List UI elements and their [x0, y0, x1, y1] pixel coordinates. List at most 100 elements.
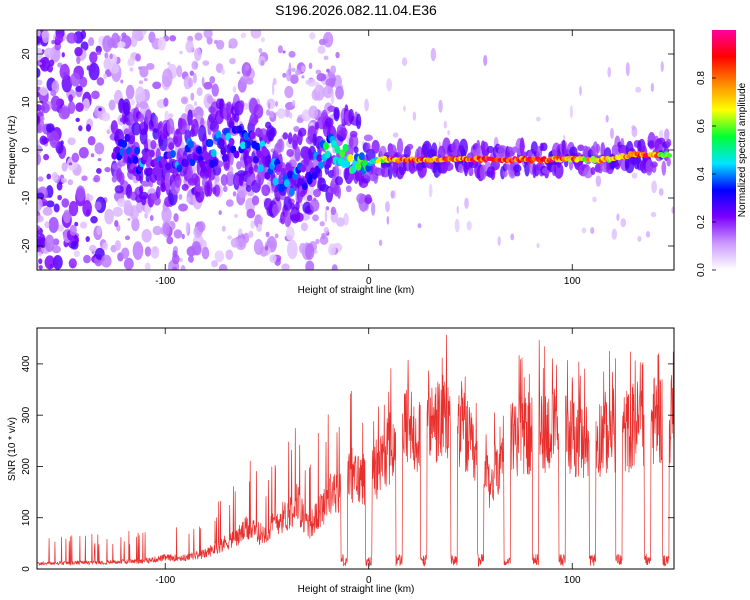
- ridge-halo: [513, 164, 522, 173]
- ridge-halo: [181, 183, 189, 191]
- noise-blob: [37, 144, 43, 154]
- noise-blob: [78, 125, 83, 132]
- noise-blob: [225, 199, 234, 207]
- noise-blob: [291, 99, 296, 107]
- ridge-halo: [150, 140, 157, 150]
- noise-blob: [37, 115, 41, 125]
- noise-blob: [172, 266, 178, 270]
- noise-blob: [378, 239, 383, 246]
- noise-blob: [86, 192, 90, 199]
- noise-blob: [57, 224, 65, 232]
- snr-y-ticks: 0 100 200 300 400: [21, 355, 674, 572]
- ridge-halo: [131, 122, 142, 136]
- noise-blob: [194, 32, 203, 41]
- noise-blob: [385, 201, 390, 213]
- noise-blob: [178, 203, 189, 212]
- noise-blob: [178, 193, 183, 200]
- noise-blob: [141, 228, 152, 243]
- noise-blob: [101, 112, 111, 122]
- noise-blob: [37, 36, 41, 45]
- ridge-halo: [666, 138, 672, 147]
- noise-blob: [211, 260, 218, 268]
- y-tick-label: -10: [21, 190, 32, 205]
- noise-blob: [569, 105, 573, 119]
- ridge-halo: [213, 184, 221, 197]
- ridge-halo: [245, 184, 252, 192]
- colorbar-tick-label: 0.8: [696, 71, 707, 85]
- noise-blob: [127, 218, 131, 221]
- noise-blob: [206, 95, 213, 104]
- noise-blob: [68, 94, 74, 103]
- noise-blob: [152, 225, 163, 236]
- noise-blob: [282, 72, 287, 78]
- noise-blob: [49, 130, 60, 149]
- noise-blob: [75, 117, 80, 122]
- noise-blob: [631, 126, 638, 138]
- ridge-halo: [209, 121, 219, 133]
- noise-blob: [169, 35, 177, 42]
- noise-blob: [87, 136, 96, 146]
- ridge-core: [288, 187, 295, 196]
- noise-blob: [44, 155, 48, 161]
- noise-blob: [592, 196, 597, 203]
- noise-blob: [285, 226, 295, 241]
- ridge-halo: [122, 98, 131, 116]
- noise-blob: [318, 38, 327, 46]
- ridge-core: [243, 132, 250, 141]
- ridge-core: [279, 184, 286, 193]
- noise-blob: [447, 130, 450, 136]
- ridge-halo: [283, 196, 292, 212]
- noise-blob: [74, 46, 83, 57]
- noise-blob: [90, 215, 98, 224]
- noise-blob: [91, 90, 100, 100]
- noise-blob: [74, 221, 79, 227]
- noise-blob: [203, 30, 213, 39]
- noise-blob: [294, 69, 301, 76]
- noise-blob: [269, 110, 275, 119]
- noise-blob: [483, 54, 488, 67]
- ridge-halo: [666, 156, 671, 167]
- noise-blob: [132, 241, 144, 260]
- noise-blob: [108, 99, 116, 111]
- noise-blob: [97, 157, 102, 162]
- noise-blob: [497, 236, 501, 247]
- noise-blob: [67, 101, 76, 114]
- ridge-halo: [349, 130, 358, 138]
- ridge-halo: [138, 185, 144, 194]
- ridge-halo: [577, 144, 585, 152]
- noise-blob: [70, 72, 81, 87]
- noise-blob: [305, 260, 315, 270]
- ridge-halo: [307, 194, 313, 202]
- noise-blob: [312, 214, 319, 222]
- noise-blob: [536, 116, 541, 122]
- noise-blob: [83, 254, 91, 264]
- noise-blob: [248, 230, 254, 239]
- noise-blob: [288, 62, 292, 77]
- ridge-halo: [530, 141, 538, 155]
- ridge-core: [252, 155, 259, 164]
- ridge-halo: [123, 128, 130, 136]
- noise-blob: [57, 194, 62, 201]
- noise-blob: [671, 206, 674, 214]
- noise-blob: [203, 81, 213, 90]
- ridge-halo: [292, 133, 298, 150]
- noise-blob: [37, 152, 42, 166]
- noise-blob: [192, 72, 197, 84]
- ridge-halo: [127, 131, 136, 145]
- noise-blob: [650, 82, 655, 92]
- ridge-core: [200, 164, 207, 173]
- noise-blob: [260, 37, 265, 43]
- ridge-core: [257, 164, 264, 173]
- colorbar: 0.0 0.2 0.4 0.6 0.8 Normalized spectral ampl…: [696, 30, 748, 277]
- noise-blob: [90, 153, 95, 158]
- noise-blob: [660, 61, 664, 72]
- noise-blob: [202, 60, 210, 66]
- y-tick-label: 10: [21, 96, 32, 108]
- ridge-core: [301, 182, 308, 191]
- noise-blob: [40, 102, 50, 114]
- ridge-core: [220, 147, 227, 156]
- noise-blob: [135, 86, 146, 104]
- ridge-halo: [271, 204, 280, 217]
- ridge-halo: [333, 106, 340, 120]
- ridge-halo: [444, 162, 454, 171]
